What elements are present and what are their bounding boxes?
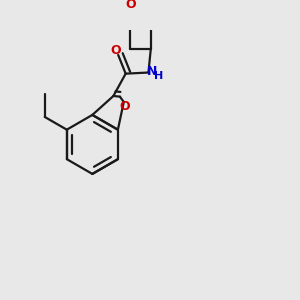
- Text: O: O: [111, 44, 122, 58]
- Text: H: H: [154, 71, 163, 81]
- Text: O: O: [119, 100, 130, 113]
- Text: O: O: [125, 0, 136, 11]
- Text: N: N: [147, 65, 158, 78]
